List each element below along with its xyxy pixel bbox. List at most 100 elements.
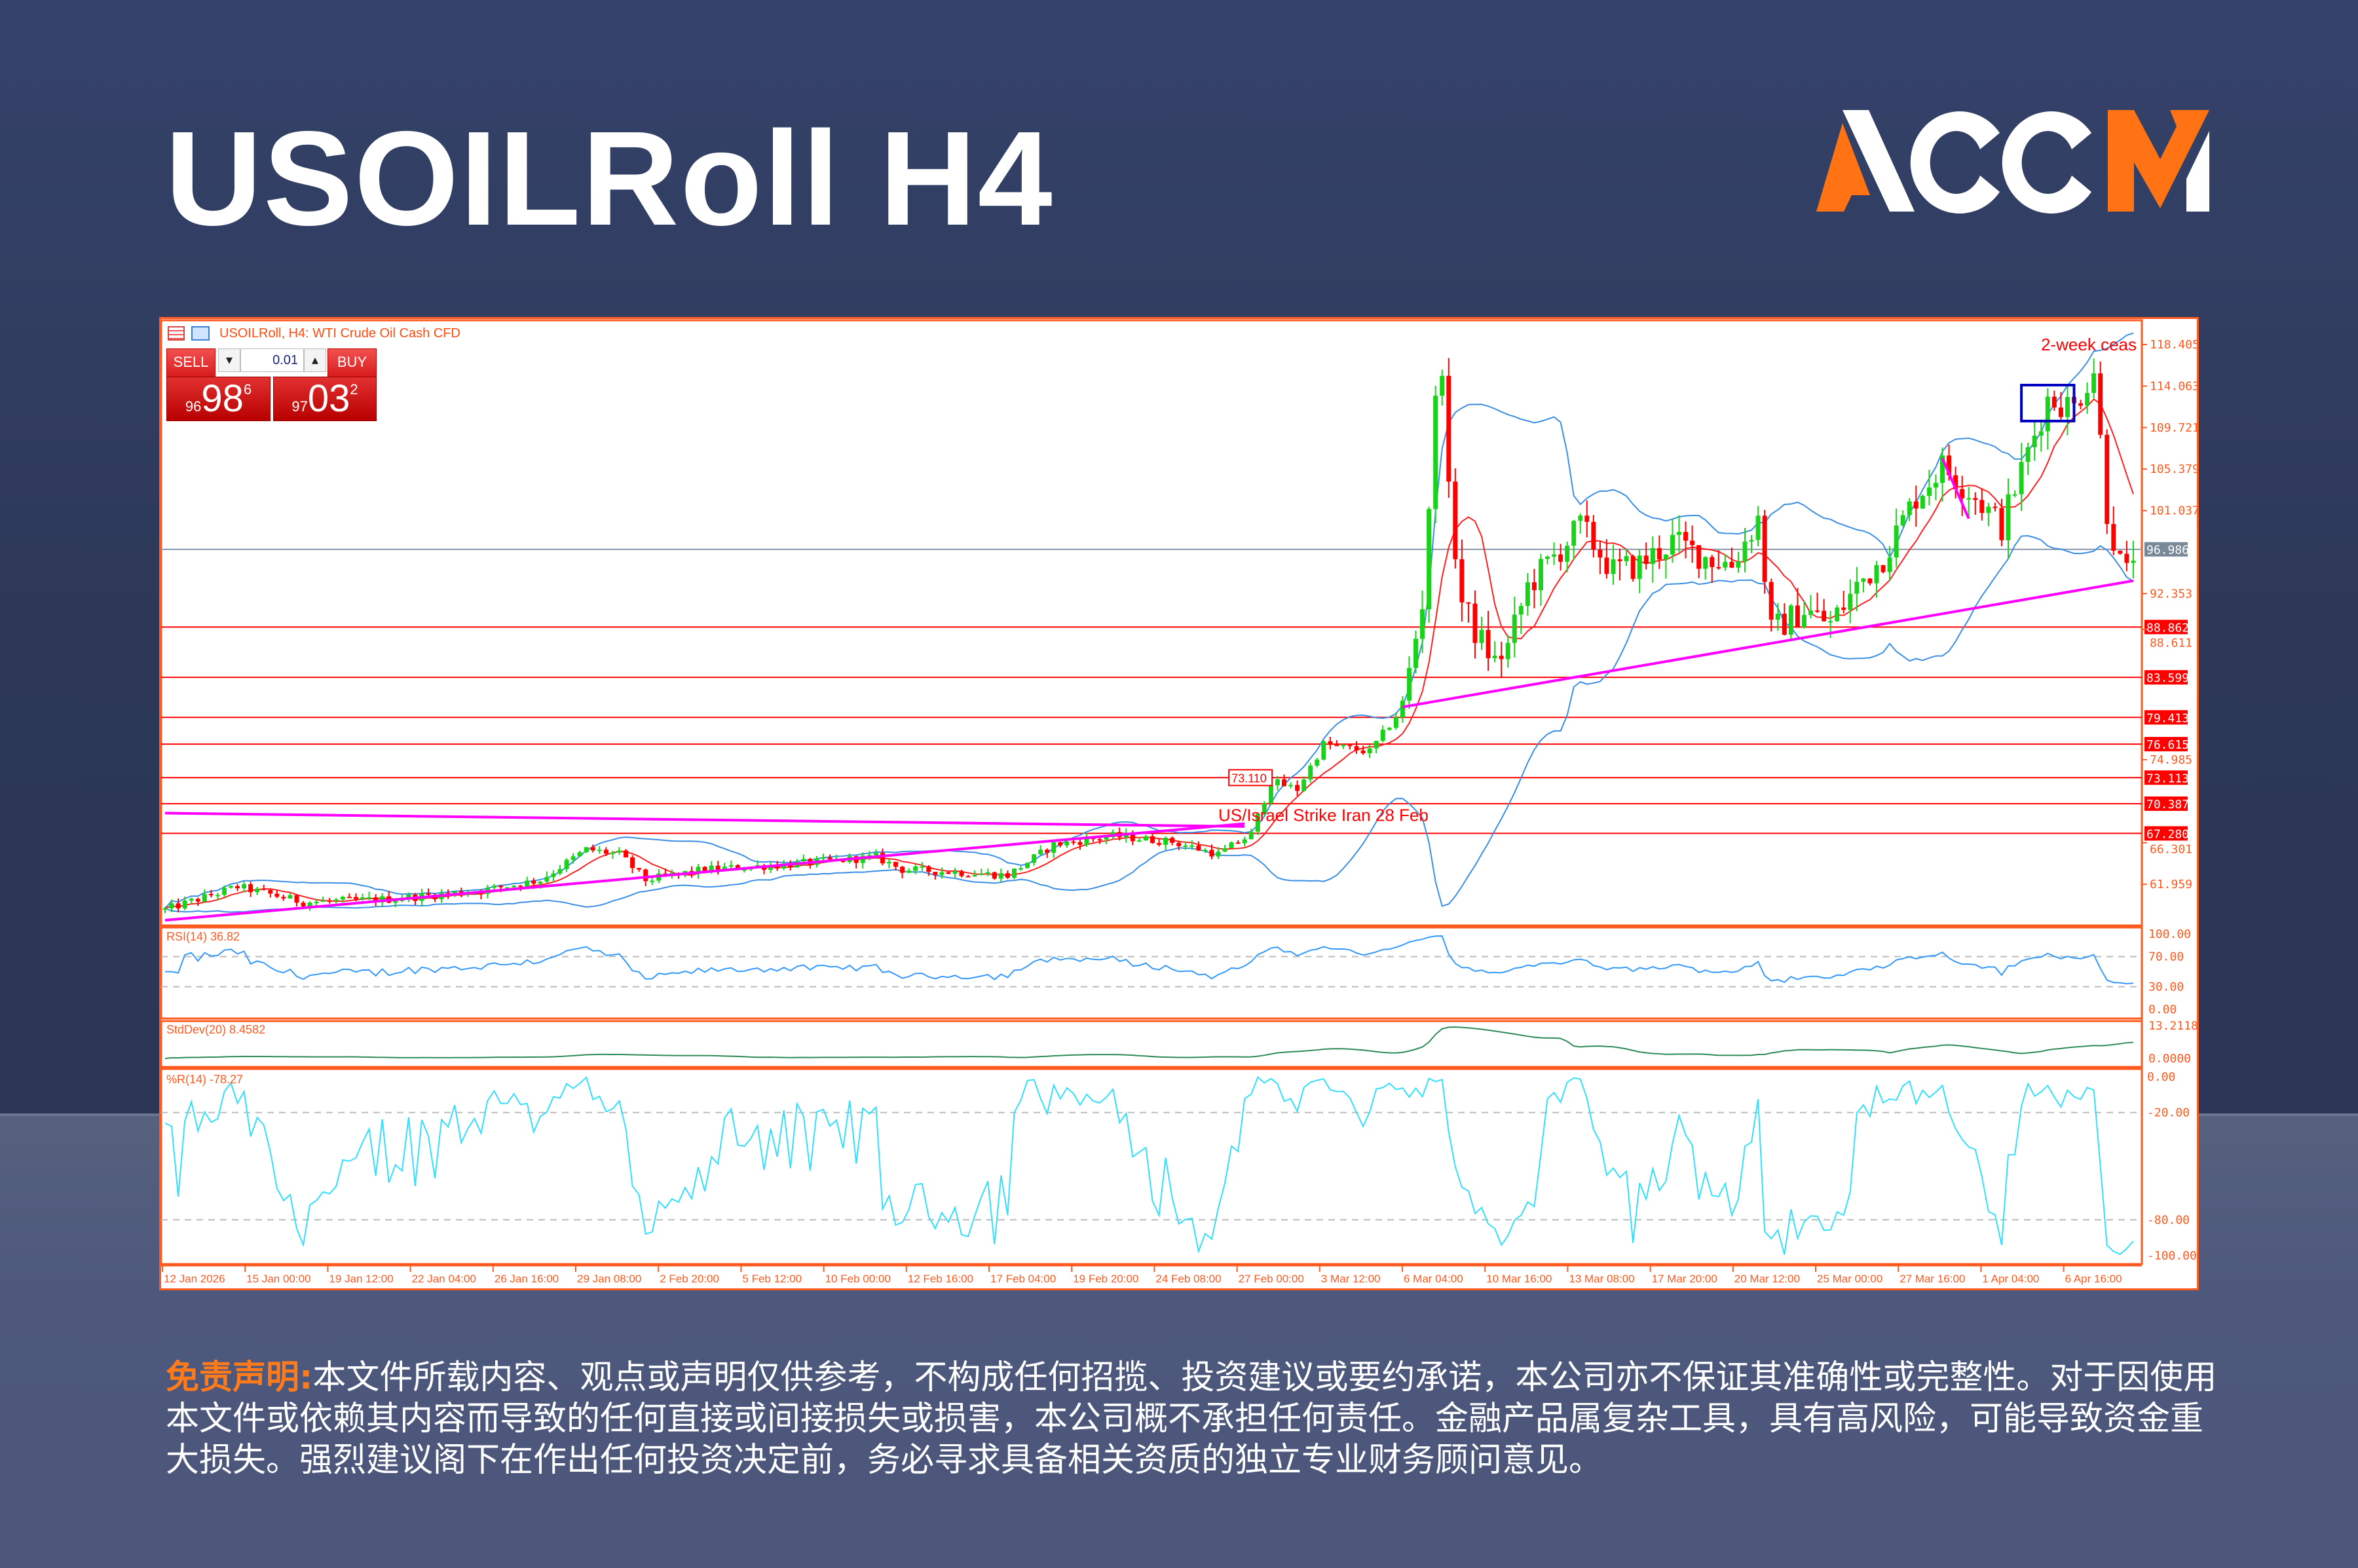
candle-body	[1598, 550, 1603, 558]
candle-body	[1630, 556, 1636, 579]
lot-size-input[interactable]: 0.01	[240, 348, 304, 372]
candle-body	[887, 861, 891, 864]
wpr-label: %R(14) -78.27	[166, 1073, 243, 1086]
candle-body	[722, 867, 727, 870]
candle-body	[1643, 555, 1649, 565]
level-price-tag	[2144, 737, 2188, 752]
candle-body	[1235, 842, 1241, 844]
candle-body	[512, 886, 517, 887]
trendline	[164, 822, 1245, 922]
candle-body	[1413, 639, 1418, 668]
time-tick-label: 25 Mar 00:00	[1817, 1273, 1882, 1285]
sell-price-sup: 6	[243, 381, 252, 398]
candle-body	[505, 887, 510, 889]
candle-body	[1189, 845, 1195, 847]
candle-body	[571, 856, 576, 860]
candle-body	[603, 849, 608, 854]
time-tick-label: 15 Jan 00:00	[246, 1273, 310, 1285]
candle-body	[1913, 501, 1918, 509]
candle-body	[1624, 556, 1629, 561]
candle-body	[1354, 746, 1359, 751]
candle-body	[1393, 717, 1398, 728]
candle-body	[1196, 845, 1201, 851]
candle-body	[1565, 546, 1570, 562]
candle-body	[169, 903, 174, 908]
candle-body	[1650, 548, 1655, 565]
candle-body	[1130, 833, 1135, 842]
candle-body	[1150, 836, 1155, 844]
candle-body	[2065, 397, 2070, 417]
candle-body	[544, 876, 550, 882]
candle-body	[702, 867, 707, 872]
candle-body	[274, 893, 280, 897]
candle-body	[630, 857, 635, 868]
candle-body	[1729, 561, 1734, 568]
sell-price-prefix: 96	[185, 398, 202, 415]
candle-body	[327, 900, 332, 902]
sell-price[interactable]: 96986	[166, 377, 271, 421]
price-tick-label: 66.301	[2150, 842, 2192, 856]
candle-body	[1723, 561, 1728, 568]
sell-button[interactable]: SELL	[166, 348, 215, 377]
candle-body	[314, 901, 319, 903]
time-tick-label: 10 Mar 16:00	[1486, 1273, 1552, 1285]
time-tick-label: 12 Jan 2026	[164, 1273, 225, 1285]
lot-increase-button[interactable]: ▴	[304, 348, 326, 372]
candle-body	[1019, 868, 1023, 870]
candle-body	[1084, 837, 1089, 845]
price-tick-label: 88.611	[2150, 636, 2192, 650]
time-tick-label: 24 Feb 08:00	[1155, 1273, 1221, 1285]
candle-body	[1406, 667, 1412, 701]
candle-body	[1104, 837, 1109, 840]
price-tick-label: 101.037	[2150, 504, 2199, 518]
candle-body	[1782, 613, 1787, 635]
level-price-label: 73.113	[2146, 772, 2189, 785]
current-price-label: 96.986	[2146, 544, 2189, 557]
chart-save-icon	[191, 326, 210, 341]
candle-body	[2038, 431, 2044, 436]
candle-body	[965, 876, 971, 878]
page-title: USOILRoll H4	[165, 103, 1054, 253]
candle-body	[1920, 496, 1925, 509]
level-price-label: 88.862	[2146, 621, 2189, 635]
candle-body	[1742, 541, 1748, 562]
candle-body	[715, 865, 720, 870]
candle-body	[1216, 851, 1221, 857]
buy-button[interactable]: BUY	[328, 348, 377, 377]
candle-body	[1499, 656, 1504, 660]
disclaimer-text: 本文件所载内容、观点或声明仅供参考，不构成任何招揽、投资建议或要约承诺，本公司亦…	[166, 1358, 2217, 1480]
candle-body	[1025, 863, 1030, 868]
candle-body	[1558, 554, 1563, 562]
candle-body	[1683, 532, 1689, 541]
candle-body	[1163, 838, 1169, 845]
candle-body	[202, 893, 207, 902]
candle-body	[281, 897, 286, 899]
buy-price[interactable]: 97032	[273, 377, 377, 421]
candle-body	[353, 897, 358, 899]
candle-body	[1703, 557, 1708, 569]
candle-body	[1762, 515, 1767, 582]
time-tick-label: 12 Feb 16:00	[908, 1273, 973, 1285]
disclaimer: 免责声明:本文件所载内容、观点或声明仅供参考，不构成任何招揽、投资建议或要约承诺…	[166, 1357, 2229, 1481]
lot-value: 0.01	[272, 353, 298, 367]
candle-body	[827, 857, 833, 860]
candle-body	[1808, 610, 1813, 615]
candle-body	[1032, 854, 1037, 863]
candle-body	[1907, 501, 1912, 515]
candle-body	[1894, 525, 1899, 558]
candle-body	[1828, 621, 1833, 623]
candle-body	[2131, 560, 2136, 563]
rectangle-object	[2020, 383, 2076, 422]
candle-body	[518, 886, 523, 887]
candle-body	[1960, 489, 1965, 498]
candle-body	[1077, 842, 1083, 845]
candle-body	[1887, 557, 1892, 572]
candle-body	[182, 901, 187, 908]
level-price-label: 70.387	[2146, 798, 2189, 812]
candle-body	[261, 888, 267, 890]
candle-body	[1295, 785, 1300, 791]
candle-body	[1611, 559, 1616, 574]
candle-body	[979, 874, 984, 876]
lot-decrease-button[interactable]: ▾	[218, 348, 240, 372]
